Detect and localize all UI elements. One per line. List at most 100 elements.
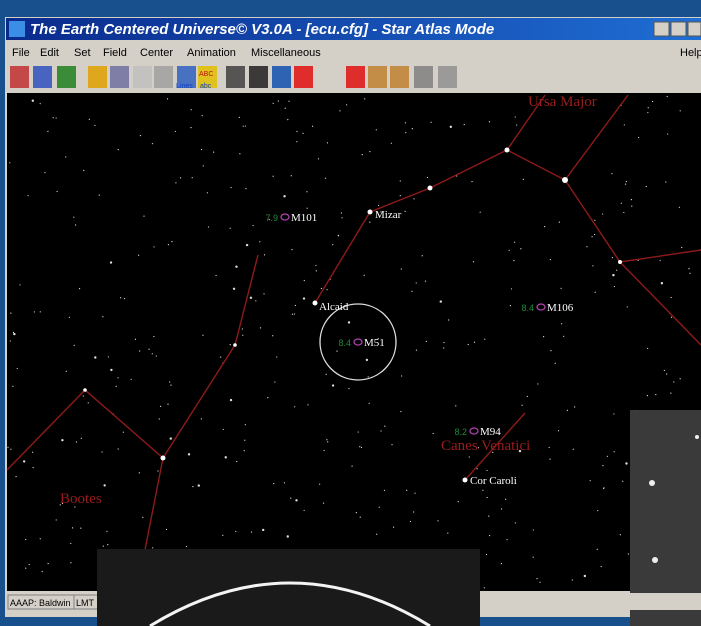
menu-item[interactable]: Set: [74, 47, 91, 59]
star: [681, 246, 683, 249]
star: [215, 274, 217, 277]
star: [235, 265, 238, 268]
object-label: M106: [547, 302, 574, 314]
star: [611, 173, 613, 175]
menu-item[interactable]: Edit: [40, 47, 59, 59]
star: [65, 370, 67, 372]
star: [612, 273, 615, 277]
star: [47, 562, 49, 565]
menu-item[interactable]: Help: [680, 47, 701, 59]
star: [549, 458, 551, 460]
object-magnitude: 8.4: [338, 338, 351, 348]
star: [25, 538, 27, 541]
toolbar-button[interactable]: [414, 66, 433, 88]
toolbar-button[interactable]: [57, 66, 76, 88]
toolbar-button[interactable]: [198, 66, 217, 88]
star: [613, 451, 615, 453]
star: [152, 547, 154, 549]
star: [32, 466, 34, 469]
star: [286, 535, 289, 538]
star: [477, 447, 480, 449]
star: [200, 418, 203, 420]
star: [12, 385, 14, 387]
toolbar-button[interactable]: [33, 66, 52, 88]
star: [272, 335, 274, 337]
star: [437, 520, 439, 522]
star: [190, 127, 192, 129]
star: [521, 404, 523, 406]
star: [230, 186, 232, 189]
star: [409, 520, 412, 523]
star: [645, 185, 647, 188]
menu-item[interactable]: Center: [140, 47, 173, 59]
star: [651, 100, 654, 103]
toolbar-button[interactable]: [438, 66, 457, 88]
toolbar-button[interactable]: [294, 66, 313, 88]
toolbar-button[interactable]: [272, 66, 291, 88]
star: [294, 406, 296, 408]
toolbar-button[interactable]: [110, 66, 129, 88]
toolbar-button[interactable]: [368, 66, 387, 88]
toolbar-button[interactable]: [346, 66, 365, 88]
star: [47, 130, 49, 132]
toolbar-button[interactable]: [249, 66, 268, 88]
menu-item[interactable]: Field: [103, 47, 127, 59]
star: [522, 178, 524, 180]
star: [311, 125, 314, 127]
star: [165, 528, 168, 531]
minimize-button[interactable]: [653, 21, 670, 37]
toolbar-button[interactable]: [154, 66, 173, 88]
menu-item[interactable]: Miscellaneous: [251, 47, 321, 59]
star: [679, 110, 681, 112]
maximize-button[interactable]: [670, 21, 687, 37]
star: [19, 284, 21, 286]
toolbar-button[interactable]: [133, 66, 152, 88]
star: [448, 319, 450, 321]
star: [518, 449, 522, 453]
toolbar-button[interactable]: [177, 66, 196, 88]
app-icon: [9, 21, 25, 37]
star: [302, 132, 304, 134]
star: [488, 534, 491, 537]
star: [339, 110, 341, 112]
star: [155, 355, 157, 357]
star: [646, 395, 649, 397]
star: [139, 135, 142, 137]
close-button[interactable]: [687, 21, 701, 37]
star: [400, 410, 402, 413]
star: [39, 103, 41, 105]
object-marker: [469, 427, 479, 435]
star: [190, 109, 192, 111]
star: [594, 219, 596, 221]
star: [637, 259, 639, 261]
star: [252, 224, 254, 227]
toolbar-button[interactable]: [88, 66, 107, 88]
star: [187, 453, 191, 456]
menu-item[interactable]: File: [12, 47, 30, 59]
star: [16, 367, 18, 370]
toolbar-button[interactable]: [390, 66, 409, 88]
star: [337, 234, 339, 236]
object-magnitude: 7.9: [265, 213, 278, 223]
star: [424, 280, 427, 282]
star: [492, 451, 494, 454]
menu-item[interactable]: Animation: [187, 47, 236, 59]
star: [405, 132, 407, 134]
toolbar: Lines ABC abc: [10, 66, 457, 90]
star: [302, 297, 306, 300]
star: [380, 430, 382, 432]
star: [222, 534, 224, 536]
star: [274, 381, 276, 383]
menu-bar: File Edit Set Field Center Animation Miscellan…: [6, 41, 701, 61]
toolbar-label: ABC: [199, 71, 213, 78]
toolbar-button[interactable]: [226, 66, 245, 88]
star: [151, 353, 153, 355]
star: [532, 556, 534, 558]
toolbar-button[interactable]: [10, 66, 29, 88]
menu-background: [6, 41, 701, 61]
star: [443, 341, 445, 344]
star: [325, 373, 327, 375]
star: [259, 241, 261, 243]
star: [361, 154, 363, 156]
